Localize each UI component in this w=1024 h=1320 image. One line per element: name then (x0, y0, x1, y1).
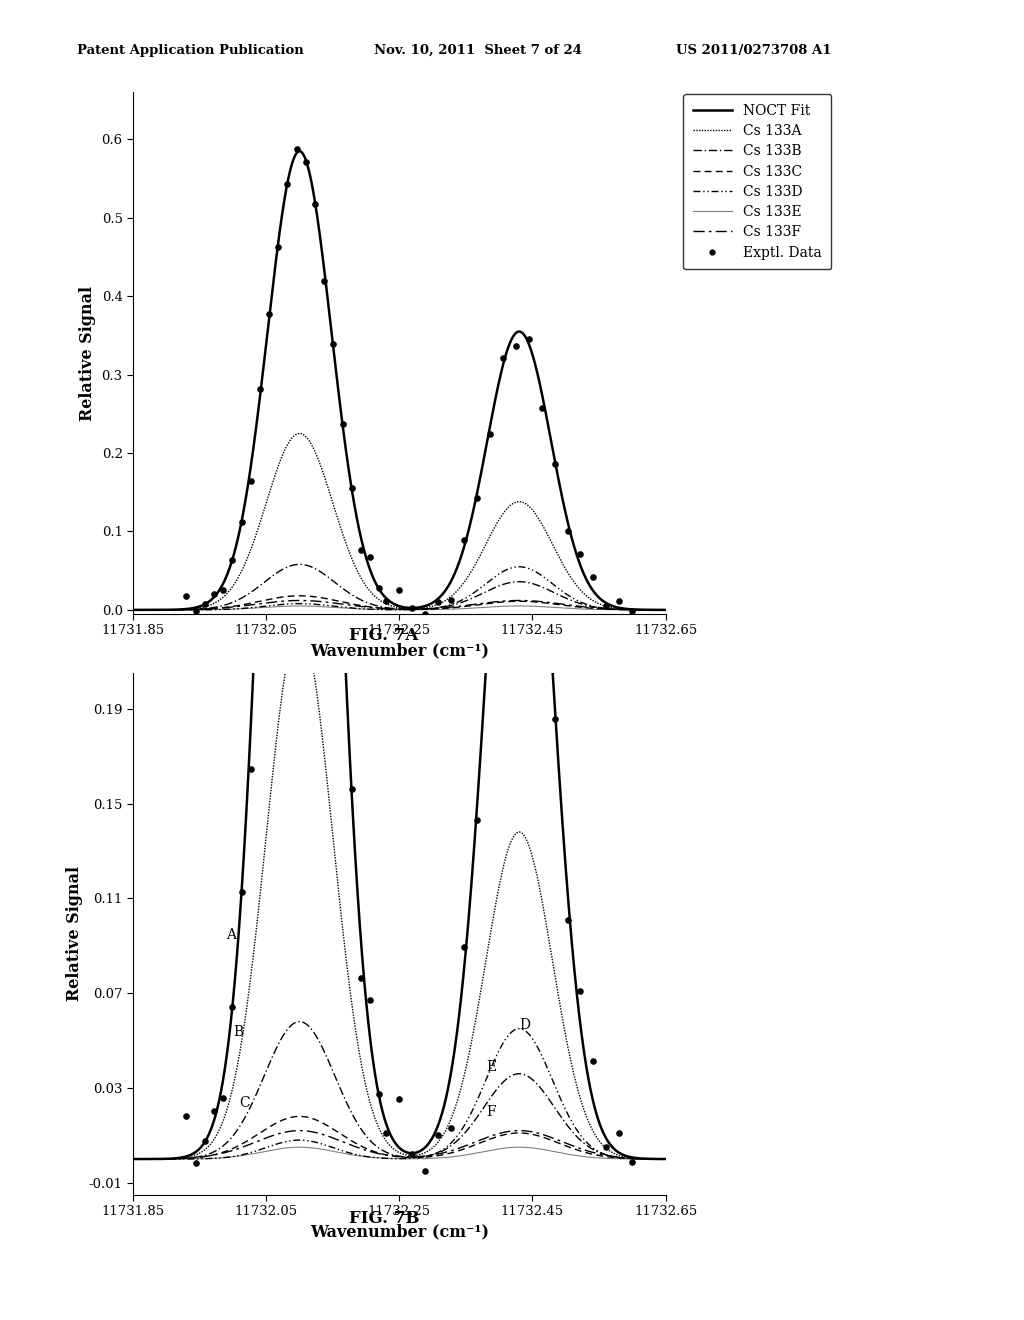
Point (559, 909, 575, 931)
Point (430, 591, 446, 612)
Point (215, 1088, 231, 1109)
Text: F: F (486, 1105, 496, 1119)
Point (481, 615, 498, 636)
Point (197, 594, 213, 615)
Point (362, 990, 379, 1011)
Point (625, 601, 641, 622)
Point (178, 585, 195, 606)
Point (187, 601, 204, 622)
Point (178, 1106, 195, 1127)
Point (316, 156, 333, 177)
Point (316, 271, 333, 292)
Point (481, 422, 498, 444)
Point (326, 334, 342, 355)
Point (187, 1152, 204, 1173)
Point (215, 579, 231, 601)
Point (371, 578, 387, 599)
Text: FIG. 7A: FIG. 7A (349, 627, 419, 644)
Point (353, 968, 370, 989)
Point (572, 981, 589, 1002)
Point (442, 589, 459, 610)
Point (224, 549, 241, 570)
Point (598, 595, 614, 616)
Text: E: E (486, 1060, 496, 1074)
Point (233, 882, 250, 903)
Text: US 2011/0273708 A1: US 2011/0273708 A1 (676, 44, 831, 57)
Text: FIG. 7B: FIG. 7B (349, 1210, 419, 1228)
Point (417, 603, 433, 624)
Point (243, 759, 259, 780)
Point (233, 511, 250, 532)
Point (403, 598, 420, 619)
Point (598, 1137, 614, 1158)
Point (270, 51, 287, 73)
Point (508, 351, 524, 372)
Point (442, 1117, 459, 1138)
Point (261, 253, 278, 275)
Point (206, 1101, 222, 1122)
Point (335, 587, 351, 609)
Point (611, 1122, 628, 1143)
Y-axis label: Relative Signal: Relative Signal (67, 866, 83, 1002)
Text: A: A (226, 928, 237, 941)
Point (197, 1131, 213, 1152)
Point (378, 590, 394, 611)
Point (520, 329, 537, 350)
Point (307, 194, 324, 215)
Point (206, 583, 222, 605)
Point (378, 1122, 394, 1143)
Point (559, 520, 575, 541)
Point (270, 236, 287, 257)
Point (335, 413, 351, 434)
Point (326, 346, 342, 367)
Point (469, 809, 485, 830)
X-axis label: Wavenumber (cm⁻¹): Wavenumber (cm⁻¹) (310, 643, 488, 660)
Point (353, 540, 370, 561)
Point (243, 470, 259, 491)
Point (252, 482, 268, 503)
Point (495, 347, 511, 368)
Point (280, 173, 296, 194)
Point (391, 579, 408, 601)
Point (417, 1160, 433, 1181)
Point (289, 139, 305, 160)
Point (261, 304, 278, 325)
Point (495, 387, 511, 408)
Point (391, 1089, 408, 1110)
Point (371, 1084, 387, 1105)
Point (224, 997, 241, 1018)
Point (252, 379, 268, 400)
Y-axis label: Relative Signal: Relative Signal (79, 285, 96, 421)
Text: Nov. 10, 2011  Sheet 7 of 24: Nov. 10, 2011 Sheet 7 of 24 (374, 44, 582, 57)
Point (586, 1051, 602, 1072)
Text: B: B (232, 1024, 243, 1039)
Point (430, 1125, 446, 1146)
Point (547, 709, 563, 730)
Point (586, 566, 602, 587)
Point (625, 1151, 641, 1172)
Point (456, 529, 472, 550)
Point (572, 544, 589, 565)
Point (611, 590, 628, 611)
Point (547, 454, 563, 475)
Point (344, 477, 360, 498)
Point (469, 487, 485, 508)
Point (344, 779, 360, 800)
Point (298, 152, 314, 173)
Point (520, 330, 537, 351)
Text: C: C (240, 1096, 250, 1110)
Legend: NOCT Fit, Cs 133A, Cs 133B, Cs 133C, Cs 133D, Cs 133E, Cs 133F, Exptl. Data: NOCT Fit, Cs 133A, Cs 133B, Cs 133C, Cs … (683, 94, 831, 269)
Text: D: D (519, 1018, 530, 1032)
Point (362, 546, 379, 568)
Point (508, 335, 524, 356)
Text: Patent Application Publication: Patent Application Publication (77, 44, 303, 57)
Point (534, 540, 550, 561)
Point (456, 936, 472, 957)
X-axis label: Wavenumber (cm⁻¹): Wavenumber (cm⁻¹) (310, 1224, 488, 1241)
Point (403, 1143, 420, 1164)
Point (534, 397, 550, 418)
